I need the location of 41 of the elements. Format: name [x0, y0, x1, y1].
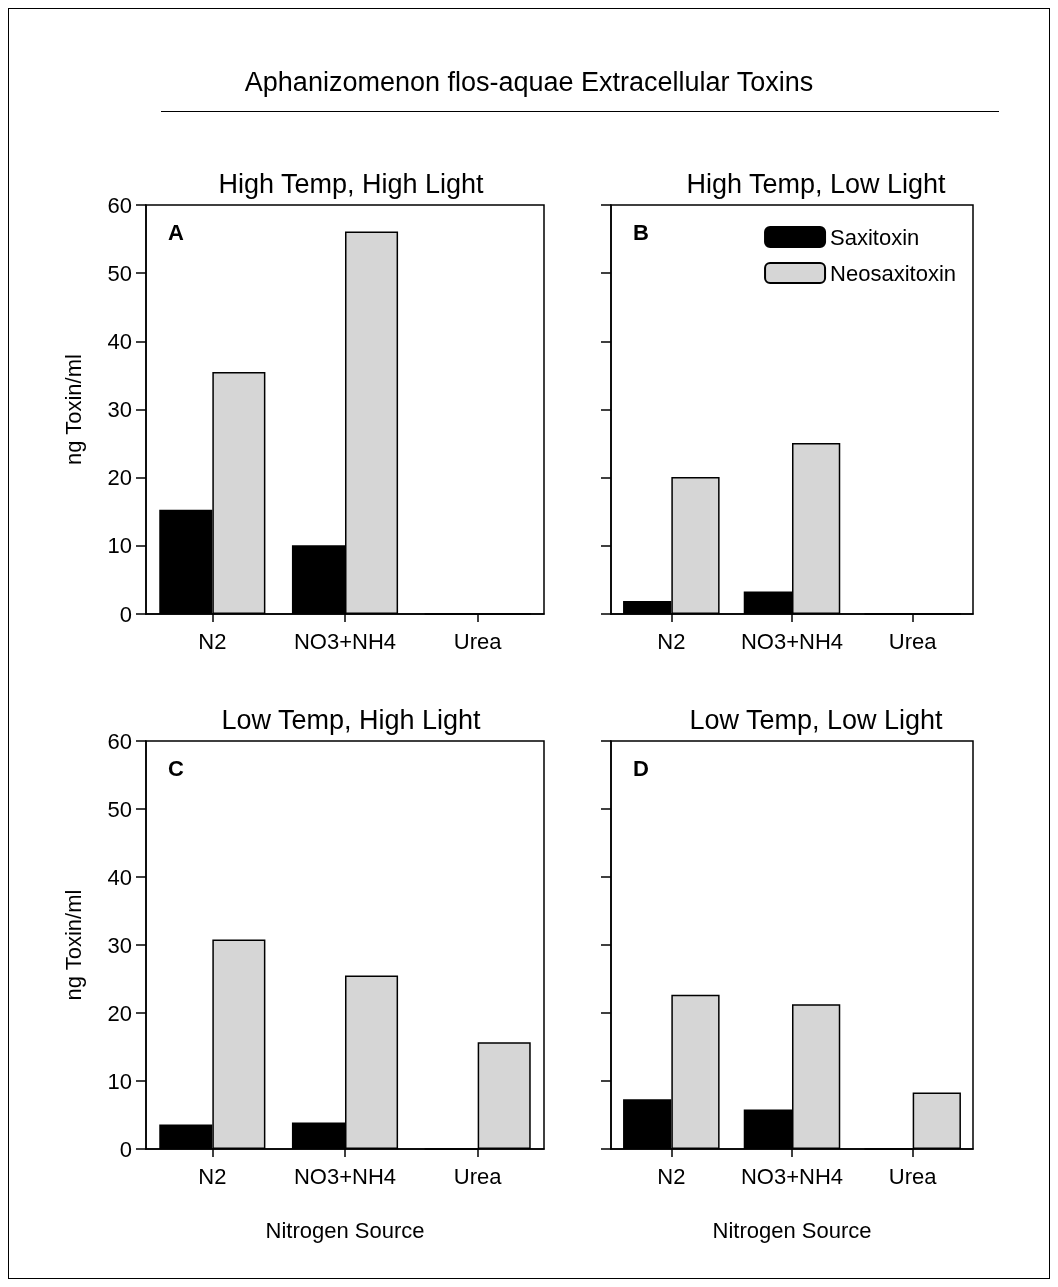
y-tick-label: 30	[107, 932, 132, 958]
y-tick-label: 30	[107, 397, 132, 422]
text: Aphanizomenon flos-aquae Extracellular Toxins	[243, 67, 815, 98]
y-tick-label: 40	[107, 864, 132, 890]
annotation: D	[633, 755, 649, 781]
y-tick-label: 0	[119, 1136, 132, 1162]
chart-title: Low Temp, High Light	[221, 704, 482, 735]
y-tick-label: 20	[107, 465, 132, 491]
x-tick-label: NO3+NH4	[293, 628, 397, 654]
y-tick-label: 50	[107, 260, 132, 286]
x-tick-label: Urea	[453, 628, 503, 654]
y-tick-label: 40	[107, 328, 132, 354]
y-tick-label: 10	[107, 533, 132, 559]
legend-label: Neosaxitoxin	[830, 260, 956, 286]
legend-label: Saxitoxin	[830, 224, 920, 250]
y-tick-label: 60	[107, 728, 132, 754]
chart-title: High Temp, High Light	[218, 168, 485, 199]
y-axis-title: ng Toxin/ml	[60, 354, 86, 465]
x-tick-label: N2	[657, 1163, 686, 1189]
x-tick-label: N2	[657, 628, 686, 654]
y-tick-label: 0	[119, 601, 132, 627]
x-tick-label: NO3+NH4	[740, 628, 844, 654]
x-tick-label: NO3+NH4	[293, 1163, 397, 1189]
annotation: C	[168, 755, 184, 781]
annotation: A	[168, 219, 184, 245]
y-tick-label: 10	[107, 1068, 132, 1094]
annotation: B	[633, 219, 649, 245]
y-tick-label: 60	[107, 192, 132, 218]
x-axis-title: Nitrogen Source	[712, 1217, 872, 1243]
x-tick-label: Urea	[453, 1163, 503, 1189]
y-tick-label: 20	[107, 1000, 132, 1026]
y-tick-label: 50	[107, 796, 132, 822]
x-tick-label: N2	[198, 628, 227, 654]
x-axis-title: Nitrogen Source	[265, 1217, 425, 1243]
x-tick-label: Urea	[888, 1163, 938, 1189]
y-axis-title: ng Toxin/ml	[60, 889, 86, 1001]
chart-title: High Temp, Low Light	[686, 168, 947, 199]
chart-title: Low Temp, Low Light	[689, 704, 944, 735]
x-tick-label: N2	[198, 1163, 227, 1189]
x-tick-label: Urea	[888, 628, 938, 654]
x-tick-label: NO3+NH4	[740, 1163, 844, 1189]
